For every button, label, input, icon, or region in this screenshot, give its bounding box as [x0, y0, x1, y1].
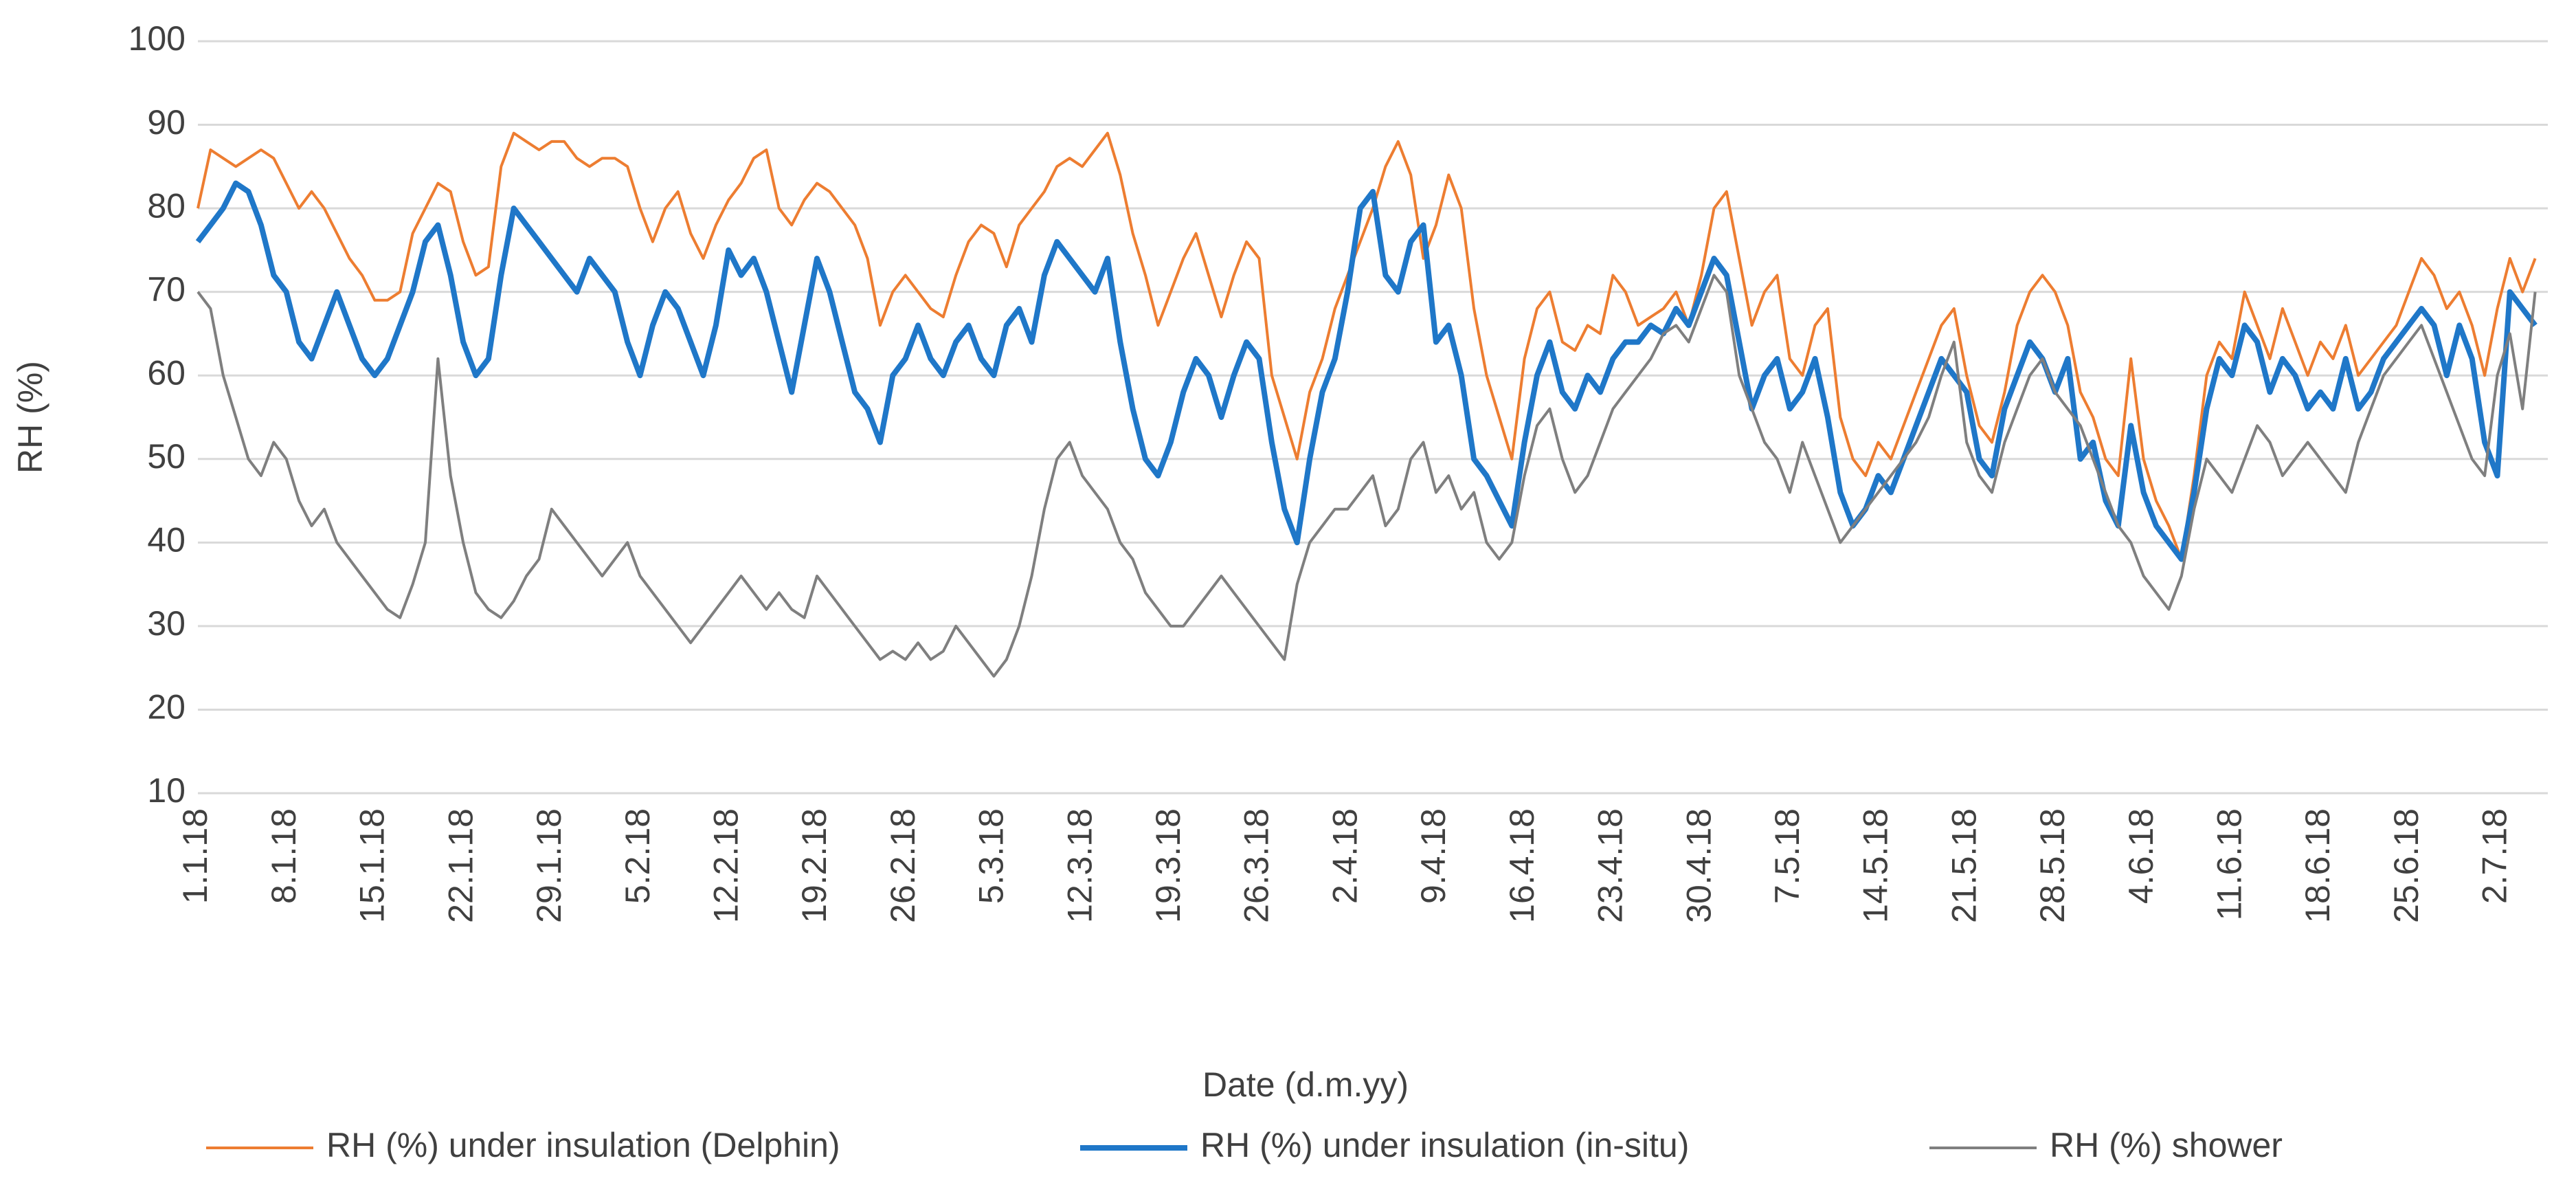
x-tick-label: 8.1.18	[265, 808, 303, 904]
y-tick-label: 40	[147, 521, 186, 560]
x-tick-label: 19.3.18	[1149, 808, 1187, 923]
x-tick-label: 15.1.18	[353, 808, 392, 923]
x-tick-label: 4.6.18	[2122, 808, 2160, 904]
y-tick-label: 80	[147, 186, 186, 225]
x-tick-label: 30.4.18	[1679, 808, 1718, 923]
y-tick-label: 60	[147, 353, 186, 392]
x-tick-label: 25.6.18	[2387, 808, 2426, 923]
series-line	[197, 274, 2537, 678]
y-tick-label: 70	[147, 270, 186, 309]
x-tick-label: 5.2.18	[618, 808, 657, 904]
legend-label: RH (%) under insulation (Delphin)	[326, 1126, 840, 1164]
x-tick-label: 22.1.18	[441, 808, 480, 923]
x-tick-label: 28.5.18	[2033, 808, 2072, 923]
x-tick-label: 14.5.18	[1857, 808, 1895, 923]
x-tick-label: 21.5.18	[1945, 808, 1983, 923]
legend-label: RH (%) under insulation (in-situ)	[1200, 1126, 1689, 1164]
x-tick-label: 26.2.18	[884, 808, 922, 923]
x-tick-label: 7.5.18	[1768, 808, 1806, 904]
x-tick-label: 19.2.18	[795, 808, 833, 923]
x-tick-label: 29.1.18	[530, 808, 568, 923]
x-tick-label: 18.6.18	[2298, 808, 2337, 923]
x-tick-label: 1.1.18	[176, 808, 214, 904]
y-tick-label: 20	[147, 688, 186, 727]
x-axis-label: Date (d.m.yy)	[1202, 1065, 1409, 1104]
x-tick-label: 2.4.18	[1325, 808, 1364, 904]
y-tick-label: 100	[128, 19, 186, 58]
y-tick-label: 50	[147, 437, 186, 476]
series-line	[197, 131, 2537, 561]
x-tick-label: 23.4.18	[1591, 808, 1630, 923]
x-tick-label: 5.3.18	[972, 808, 1011, 904]
x-tick-label: 26.3.18	[1237, 808, 1276, 923]
series-line	[195, 180, 2538, 562]
y-tick-label: 30	[147, 604, 186, 643]
y-tick-label: 90	[147, 103, 186, 142]
x-tick-label: 16.4.18	[1503, 808, 1541, 923]
x-tick-label: 12.3.18	[1060, 808, 1099, 923]
x-tick-label: 11.6.18	[2210, 808, 2249, 920]
x-tick-label: 12.2.18	[706, 808, 745, 923]
x-tick-label: 2.7.18	[2476, 808, 2514, 904]
x-tick-label: 9.4.18	[1414, 808, 1453, 904]
legend-label: RH (%) shower	[2050, 1126, 2283, 1164]
y-tick-label: 10	[147, 771, 186, 810]
y-axis-label: RH (%)	[11, 361, 49, 474]
